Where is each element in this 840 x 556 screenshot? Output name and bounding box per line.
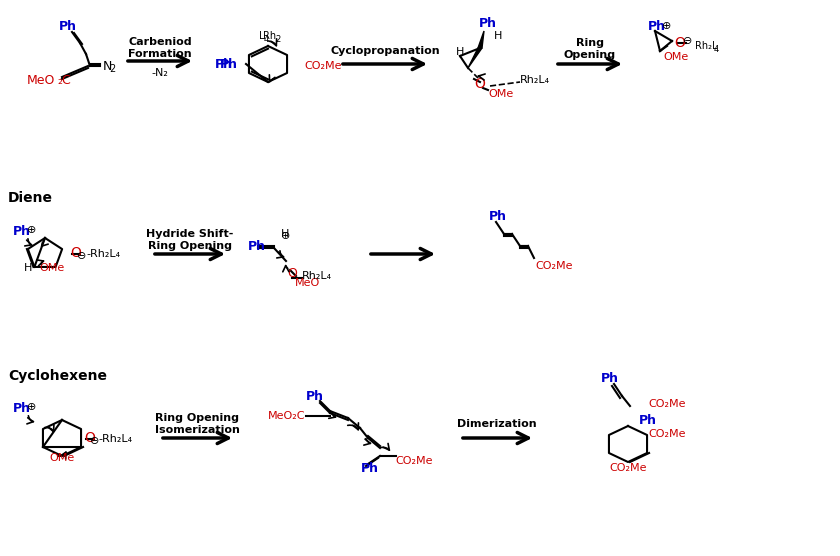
Text: ₂C: ₂C bbox=[57, 73, 71, 87]
Text: H: H bbox=[494, 31, 502, 41]
Text: MeO₂C: MeO₂C bbox=[267, 411, 305, 421]
Text: -Rh₂L₄: -Rh₂L₄ bbox=[86, 249, 120, 259]
Polygon shape bbox=[468, 48, 482, 68]
Text: OMe: OMe bbox=[488, 89, 513, 99]
Text: MeO: MeO bbox=[27, 73, 55, 87]
Text: Rh₂L: Rh₂L bbox=[695, 41, 717, 51]
Text: Ring
Opening: Ring Opening bbox=[564, 38, 616, 60]
Text: ⊕: ⊕ bbox=[281, 231, 291, 241]
Text: H: H bbox=[281, 229, 289, 239]
Text: OMe: OMe bbox=[39, 263, 65, 273]
Text: -Rh₂L₄: -Rh₂L₄ bbox=[98, 434, 132, 444]
Text: OMe: OMe bbox=[664, 52, 689, 62]
Text: 4: 4 bbox=[264, 34, 270, 43]
Text: Rh₂L₄: Rh₂L₄ bbox=[302, 271, 332, 281]
Text: Rh: Rh bbox=[264, 31, 276, 41]
Text: O: O bbox=[85, 431, 96, 445]
Text: Hydride Shift-
Ring Opening: Hydride Shift- Ring Opening bbox=[146, 229, 234, 251]
Text: O: O bbox=[675, 36, 685, 50]
Text: H: H bbox=[456, 47, 465, 57]
Text: Ph: Ph bbox=[639, 414, 657, 426]
Text: Cyclohexene: Cyclohexene bbox=[8, 369, 107, 383]
Text: Ph: Ph bbox=[59, 19, 77, 32]
Text: CO₂Me: CO₂Me bbox=[609, 463, 647, 473]
Text: Ph: Ph bbox=[648, 19, 666, 32]
Text: ⊖: ⊖ bbox=[91, 436, 100, 446]
Text: Cyclopropanation: Cyclopropanation bbox=[330, 46, 440, 56]
Text: O: O bbox=[71, 246, 81, 260]
Text: 2: 2 bbox=[276, 34, 281, 43]
Text: CO₂Me: CO₂Me bbox=[535, 261, 573, 271]
Text: ⊖: ⊖ bbox=[683, 36, 693, 46]
Text: OMe: OMe bbox=[50, 453, 75, 463]
Text: -N₂: -N₂ bbox=[151, 68, 169, 78]
Text: O: O bbox=[287, 266, 297, 280]
Text: Ph: Ph bbox=[306, 390, 324, 403]
Text: 4: 4 bbox=[714, 44, 719, 53]
Text: CO₂Me: CO₂Me bbox=[648, 429, 685, 439]
Text: Ph: Ph bbox=[489, 210, 507, 222]
Text: Ph: Ph bbox=[601, 371, 619, 385]
Text: Ph: Ph bbox=[215, 57, 233, 71]
Text: 2: 2 bbox=[109, 64, 115, 74]
Text: ⊕: ⊕ bbox=[28, 402, 37, 412]
Text: Ph: Ph bbox=[361, 461, 379, 474]
Text: N: N bbox=[102, 59, 112, 72]
Text: Ph: Ph bbox=[13, 225, 31, 237]
Text: Ring Opening
Isomerization: Ring Opening Isomerization bbox=[155, 413, 239, 435]
Text: CO₂Me: CO₂Me bbox=[648, 399, 685, 409]
Polygon shape bbox=[478, 31, 484, 48]
Text: Rh₂L₄: Rh₂L₄ bbox=[520, 75, 550, 85]
Text: Ph: Ph bbox=[13, 401, 31, 415]
Text: Ph: Ph bbox=[248, 240, 266, 252]
Text: ⊖: ⊖ bbox=[77, 251, 87, 261]
Text: Carbeniod
Formation: Carbeniod Formation bbox=[129, 37, 192, 59]
Text: CO₂Me: CO₂Me bbox=[304, 61, 342, 71]
Text: Ph: Ph bbox=[220, 57, 238, 71]
Text: Diene: Diene bbox=[8, 191, 53, 205]
Text: MeO: MeO bbox=[295, 278, 320, 288]
Text: Ph: Ph bbox=[479, 17, 497, 29]
Text: L: L bbox=[259, 31, 264, 41]
Text: ⊕: ⊕ bbox=[28, 225, 37, 235]
Text: CO₂Me: CO₂Me bbox=[395, 456, 433, 466]
Text: O: O bbox=[475, 77, 486, 91]
Text: H: H bbox=[24, 263, 32, 273]
Text: ⊕: ⊕ bbox=[662, 21, 672, 31]
Text: Dimerization: Dimerization bbox=[457, 419, 537, 429]
